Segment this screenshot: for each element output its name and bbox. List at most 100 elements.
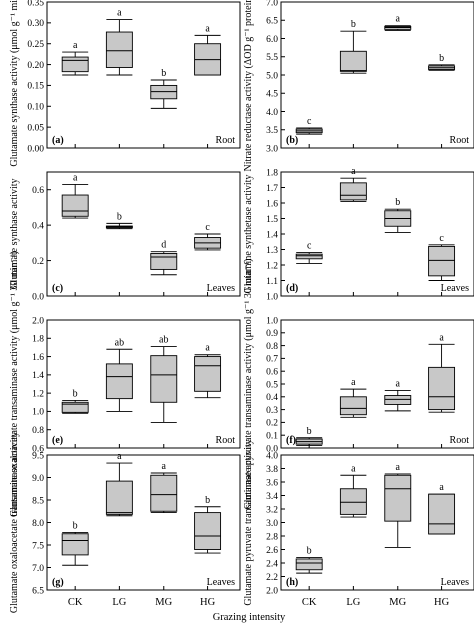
y-tick-label: 1.2 [266,261,278,271]
iqr-box [339,50,367,72]
significance-letter: a [73,40,78,51]
x-category-label: HG [434,597,450,608]
significance-letter: a [351,463,356,474]
iqr-box [61,401,89,413]
y-tick-label: 1.5 [266,215,278,225]
box-CK: b [61,520,89,566]
iqr-box [61,56,89,73]
iqr-box [150,474,178,512]
box-HG: a [194,343,222,399]
box-MG: a [384,14,412,31]
y-tick-label: 0.25 [27,40,44,50]
y-tick-label: 2.6 [266,546,278,556]
box-HG: c [194,222,222,251]
y-tick-label: 1.0 [266,292,278,302]
tissue-label: Root [450,135,470,146]
y-tick-label: 5.0 [266,71,278,81]
significance-letter: c [307,116,312,127]
iqr-box [428,366,456,411]
iqr-box [194,356,222,392]
box-MG: a [384,378,412,412]
y-axis-title: Glutamine synthetase activity [243,175,254,294]
iqr-box [428,493,456,535]
y-tick-label: 4.5 [266,90,278,100]
iqr-box [339,182,367,201]
panel-f: 0.0 0.1 0.2 0.3 0.4 0.5 0.6 0.7 0.8 0.9 1.0 b a a a (f)… [243,258,474,510]
significance-letter: a [162,461,167,472]
iqr-box [150,355,178,403]
y-tick-label: 3.0 [266,144,278,154]
box-CK: c [295,116,323,135]
box-LG: a [105,8,133,76]
panel-label: (h) [286,577,298,588]
y-tick-label: 0.1 [266,432,278,442]
significance-letter: b [73,520,78,531]
plot-frame [280,171,474,297]
panel-label: (d) [286,283,298,294]
panel-label: (g) [52,577,64,588]
y-axis-title: Glutamate pyruvate transaminase activity [243,439,254,605]
y-axis-title: Glutamate synthase activity [9,178,20,289]
y-tick-label: 0.00 [27,144,44,154]
significance-letter: a [396,14,401,25]
box-LG: ab [105,337,133,412]
y-axis-title: Glutamate synthase activity (μmol g⁻¹ mi… [9,0,20,167]
box-MG: b [384,197,412,233]
y-tick-label: 4.0 [266,451,278,461]
y-tick-label: 3.4 [266,492,278,502]
significance-letter: b [307,426,312,437]
significance-letter: b [395,197,400,208]
y-tick-label: 0.9 [266,329,278,339]
y-tick-label: 1.7 [266,184,278,194]
y-tick-label: 0.15 [27,82,44,92]
box-CK: a [61,40,89,76]
y-tick-label: 2.0 [32,316,44,326]
significance-letter: a [205,343,210,354]
x-category-label: HG [200,597,216,608]
y-tick-label: 0.6 [266,368,278,378]
y-tick-label: 6.5 [266,17,278,27]
y-tick-label: 1.1 [266,277,278,287]
box-CK: b [61,388,89,414]
y-tick-label: 8.0 [32,519,44,529]
y-tick-label: 8.5 [32,496,44,506]
x-category-label: LG [112,597,126,608]
panel-c: 0.0 0.2 0.4 0.6 a b d c (c) Leaves Glutamate synth… [9,171,241,302]
y-tick-label: 3.6 [266,478,278,488]
significance-letter: a [351,166,356,177]
significance-letter: b [439,53,444,64]
x-category-label: MG [389,597,406,608]
box-MG: ab [150,335,178,423]
panel-g: 6.5 7.0 7.5 8.0 8.5 9.0 9.5 b a a b (g) Leaves Glutam… [9,432,241,613]
iqr-box [339,488,367,515]
box-MG: a [384,462,412,548]
box-HG: b [194,495,222,554]
box-MG: a [150,461,178,514]
box-LG: b [339,19,367,74]
significance-letter: c [205,222,210,233]
y-tick-label: 2.2 [266,573,278,583]
x-category-label: LG [346,597,360,608]
y-tick-label: 1.8 [32,335,44,345]
y-tick-label: 4.0 [266,108,278,118]
significance-letter: c [439,233,444,244]
significance-letter: a [73,172,78,183]
iqr-box [295,558,323,571]
y-tick-label: 0.4 [32,221,44,231]
y-tick-label: 0.30 [27,19,44,29]
box-CK: a [61,172,89,219]
panel-label: (e) [52,435,63,446]
panel-d: 1.0 1.1 1.2 1.3 1.4 1.5 1.6 1.7 1.8 c a b c (d) Leaves… [243,166,474,302]
y-tick-label: 0.0 [32,292,44,302]
y-tick-label: 0.10 [27,103,44,113]
y-tick-label: 2.8 [266,532,278,542]
box-MG: d [150,240,178,276]
significance-letter: d [161,240,166,251]
y-tick-label: 0.35 [27,0,44,8]
tissue-label: Root [216,435,236,446]
y-tick-label: 0.7 [266,355,278,365]
significance-letter: b [73,388,78,399]
y-tick-label: 1.0 [266,316,278,326]
